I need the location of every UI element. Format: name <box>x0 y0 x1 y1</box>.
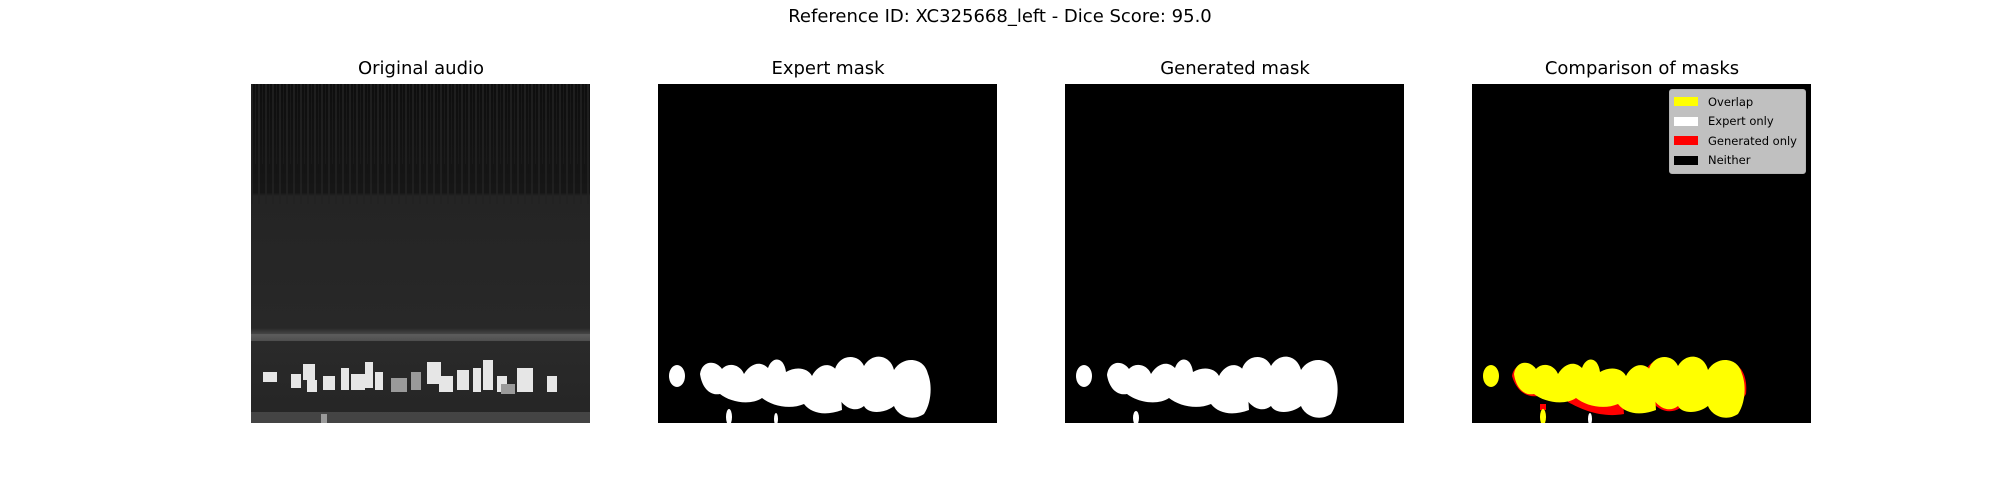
spectrogram-image <box>251 84 590 423</box>
legend-item-neither: Neither <box>1674 151 1797 171</box>
legend-item-overlap: Overlap <box>1674 92 1797 112</box>
legend-swatch-expert-only <box>1674 116 1698 126</box>
panel-title-generated-mask: Generated mask <box>1160 58 1310 79</box>
legend-label-expert-only: Expert only <box>1708 114 1774 129</box>
legend-label-overlap: Overlap <box>1708 94 1754 109</box>
comparison-legend: Overlap Expert only Generated only Neith… <box>1669 89 1806 174</box>
panel-title-original-audio: Original audio <box>357 58 485 79</box>
panel-title-expert-mask: Expert mask <box>771 58 885 79</box>
figure-suptitle: Reference ID: XC325668_left - Dice Score… <box>788 6 1212 27</box>
legend-swatch-generated-only <box>1674 136 1698 146</box>
comparison-mask-image: Overlap Expert only Generated only Neith… <box>1472 84 1811 423</box>
legend-swatch-overlap <box>1674 97 1698 107</box>
legend-label-generated-only: Generated only <box>1708 133 1797 148</box>
legend-item-expert-only: Expert only <box>1674 112 1797 132</box>
legend-item-generated-only: Generated only <box>1674 131 1797 151</box>
expert-mask-image <box>658 84 997 423</box>
legend-label-neither: Neither <box>1708 153 1751 168</box>
panel-title-comparison: Comparison of masks <box>1544 58 1740 79</box>
legend-swatch-neither <box>1674 155 1698 165</box>
generated-mask-image <box>1065 84 1404 423</box>
